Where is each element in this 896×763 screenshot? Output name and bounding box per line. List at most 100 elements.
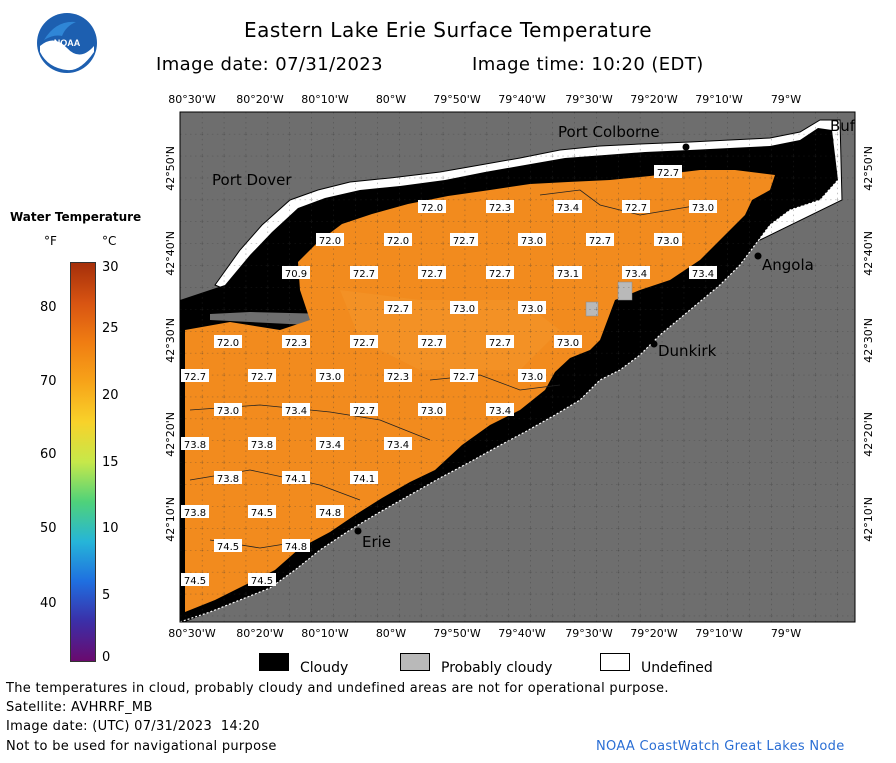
svg-text:73.0: 73.0: [453, 304, 475, 315]
lon-label: 79°50'W: [433, 93, 481, 106]
svg-text:72.7: 72.7: [625, 203, 647, 214]
temperature-label: 73.0: [654, 233, 682, 247]
place-port-dover: Port Dover: [212, 171, 292, 189]
svg-text:72.7: 72.7: [489, 338, 511, 349]
probably-cloudy-label: Probably cloudy: [441, 660, 553, 676]
temperature-label: 72.7: [418, 335, 446, 349]
svg-text:73.0: 73.0: [521, 304, 543, 315]
temperature-label: 74.1: [350, 471, 378, 485]
lon-label: 80°20'W: [236, 93, 284, 106]
svg-text:73.8: 73.8: [251, 440, 273, 451]
temperature-label: 72.7: [654, 165, 682, 179]
color-bar: [70, 262, 96, 662]
c-tick: 30: [102, 260, 119, 275]
svg-text:74.5: 74.5: [251, 508, 273, 519]
temperature-label: 72.3: [384, 369, 412, 383]
temperature-label: 73.4: [316, 437, 344, 451]
temperature-label: 73.0: [316, 369, 344, 383]
svg-text:73.4: 73.4: [625, 269, 647, 280]
place-erie: Erie: [362, 533, 392, 551]
temperature-label: 73.0: [518, 369, 546, 383]
temperature-label: 73.8: [181, 505, 209, 519]
temperature-label: 73.0: [418, 403, 446, 417]
probably-cloudy-swatch: [400, 653, 430, 671]
temperature-label: 74.5: [248, 573, 276, 587]
temperature-label: 73.8: [214, 471, 242, 485]
svg-text:72.7: 72.7: [453, 372, 475, 383]
svg-text:72.7: 72.7: [421, 269, 443, 280]
temperature-label: 72.7: [486, 266, 514, 280]
city-dot: [754, 252, 762, 260]
svg-text:72.0: 72.0: [319, 236, 341, 247]
lon-label: 79°20'W: [630, 93, 678, 106]
image-date: Image date: 07/31/2023: [156, 54, 384, 75]
svg-text:72.7: 72.7: [421, 338, 443, 349]
temperature-label: 73.0: [554, 335, 582, 349]
temperature-label: 73.4: [486, 403, 514, 417]
lon-label: 79°30'W: [565, 93, 613, 106]
temperature-label: 73.0: [518, 233, 546, 247]
lon-label: 80°10'W: [301, 93, 349, 106]
svg-text:73.0: 73.0: [521, 372, 543, 383]
svg-text:72.7: 72.7: [453, 236, 475, 247]
f-tick: 40: [40, 596, 57, 611]
f-tick: 70: [40, 374, 57, 389]
noaa-logo: NOAA: [36, 12, 98, 74]
svg-text:74.5: 74.5: [251, 576, 273, 587]
c-tick: 25: [102, 321, 119, 336]
c-tick: 10: [102, 521, 119, 536]
temperature-label: 72.3: [486, 200, 514, 214]
svg-text:72.7: 72.7: [251, 372, 273, 383]
lon-label: 80°30'W: [168, 627, 216, 640]
svg-text:73.4: 73.4: [285, 406, 307, 417]
svg-text:73.0: 73.0: [521, 236, 543, 247]
lon-label: 79°10'W: [695, 93, 743, 106]
svg-text:72.7: 72.7: [657, 168, 679, 179]
svg-text:73.4: 73.4: [387, 440, 409, 451]
logo-text: NOAA: [54, 38, 81, 48]
temperature-label: 74.8: [282, 539, 310, 553]
svg-text:73.0: 73.0: [692, 203, 714, 214]
legend-title: Water Temperature: [10, 210, 142, 224]
temperature-label: 73.0: [214, 403, 242, 417]
temperature-label: 73.4: [282, 403, 310, 417]
temperature-label: 73.4: [622, 266, 650, 280]
f-tick: 50: [40, 521, 57, 536]
temperature-label: 73.4: [689, 266, 717, 280]
lon-label: 80°10'W: [301, 627, 349, 640]
f-tick: 60: [40, 447, 57, 462]
svg-text:73.0: 73.0: [421, 406, 443, 417]
svg-text:72.7: 72.7: [387, 304, 409, 315]
disclaimer-note: The temperatures in cloud, probably clou…: [6, 681, 669, 696]
nav-warning: Not to be used for navigational purpose: [6, 739, 277, 754]
temperature-label: 74.5: [181, 573, 209, 587]
temperature-label: 73.0: [689, 200, 717, 214]
place-angola: Angola: [762, 256, 814, 274]
svg-text:72.0: 72.0: [421, 203, 443, 214]
svg-text:73.4: 73.4: [692, 269, 714, 280]
temperature-label: 72.7: [350, 403, 378, 417]
svg-text:72.7: 72.7: [353, 338, 375, 349]
svg-text:73.8: 73.8: [184, 440, 206, 451]
place-buffalo: Buf: [830, 117, 856, 135]
svg-text:72.3: 72.3: [285, 338, 307, 349]
temperature-label: 72.0: [418, 200, 446, 214]
temperature-labels: 72.7 72.0 72.3 73.4 72.7 73.0 72.0 72.0 72.7 73.0…: [181, 165, 717, 587]
c-tick: 20: [102, 388, 119, 403]
svg-text:72.7: 72.7: [489, 269, 511, 280]
svg-text:73.1: 73.1: [557, 269, 579, 280]
temperature-label: 74.5: [248, 505, 276, 519]
satellite-info: Satellite: AVHRRF_MB: [6, 700, 153, 715]
lon-label: 79°W: [770, 93, 802, 106]
temperature-label: 72.7: [586, 233, 614, 247]
city-dot: [682, 143, 690, 151]
lon-label: 80°W: [375, 93, 407, 106]
svg-text:72.0: 72.0: [217, 338, 239, 349]
svg-text:72.0: 72.0: [387, 236, 409, 247]
svg-text:74.1: 74.1: [285, 474, 307, 485]
credit-text: NOAA CoastWatch Great Lakes Node: [596, 739, 845, 754]
place-dunkirk: Dunkirk: [658, 342, 717, 360]
temperature-label: 72.7: [181, 369, 209, 383]
temperature-label: 73.8: [248, 437, 276, 451]
